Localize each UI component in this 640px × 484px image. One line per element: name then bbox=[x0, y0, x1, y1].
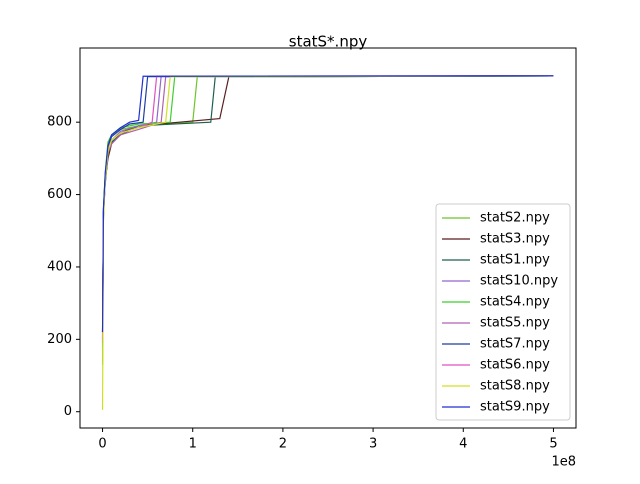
x-tick-label: 2 bbox=[279, 437, 287, 452]
y-tick-label: 0 bbox=[64, 404, 72, 419]
y-tick-label: 200 bbox=[47, 332, 72, 347]
y-tick-label: 600 bbox=[47, 187, 72, 202]
series-line bbox=[101, 75, 554, 333]
x-tick-label: 4 bbox=[459, 437, 467, 452]
legend-box bbox=[435, 203, 571, 421]
y-tick-label: 800 bbox=[47, 115, 72, 130]
legend-label: statS7.npy bbox=[480, 337, 550, 352]
legend-label: statS2.npy bbox=[480, 211, 550, 226]
chart-title: statS*.npy bbox=[289, 33, 368, 51]
legend-label: statS8.npy bbox=[480, 379, 550, 394]
legend-label: statS4.npy bbox=[480, 295, 550, 310]
x-tick-label: 3 bbox=[369, 437, 377, 452]
y-tick-label: 400 bbox=[47, 259, 72, 274]
legend-label: statS3.npy bbox=[480, 232, 550, 247]
legend-label: statS10.npy bbox=[480, 274, 558, 289]
x-tick-label: 0 bbox=[98, 437, 106, 452]
legend-label: statS1.npy bbox=[480, 253, 550, 268]
x-tick-label: 1 bbox=[189, 437, 197, 452]
x-tick-label: 5 bbox=[549, 437, 557, 452]
legend-label: statS5.npy bbox=[480, 316, 550, 331]
legend-label: statS6.npy bbox=[480, 358, 550, 373]
x-offset-label: 1e8 bbox=[551, 455, 576, 470]
plot-frame bbox=[79, 47, 577, 429]
legend-label: statS9.npy bbox=[480, 400, 550, 415]
